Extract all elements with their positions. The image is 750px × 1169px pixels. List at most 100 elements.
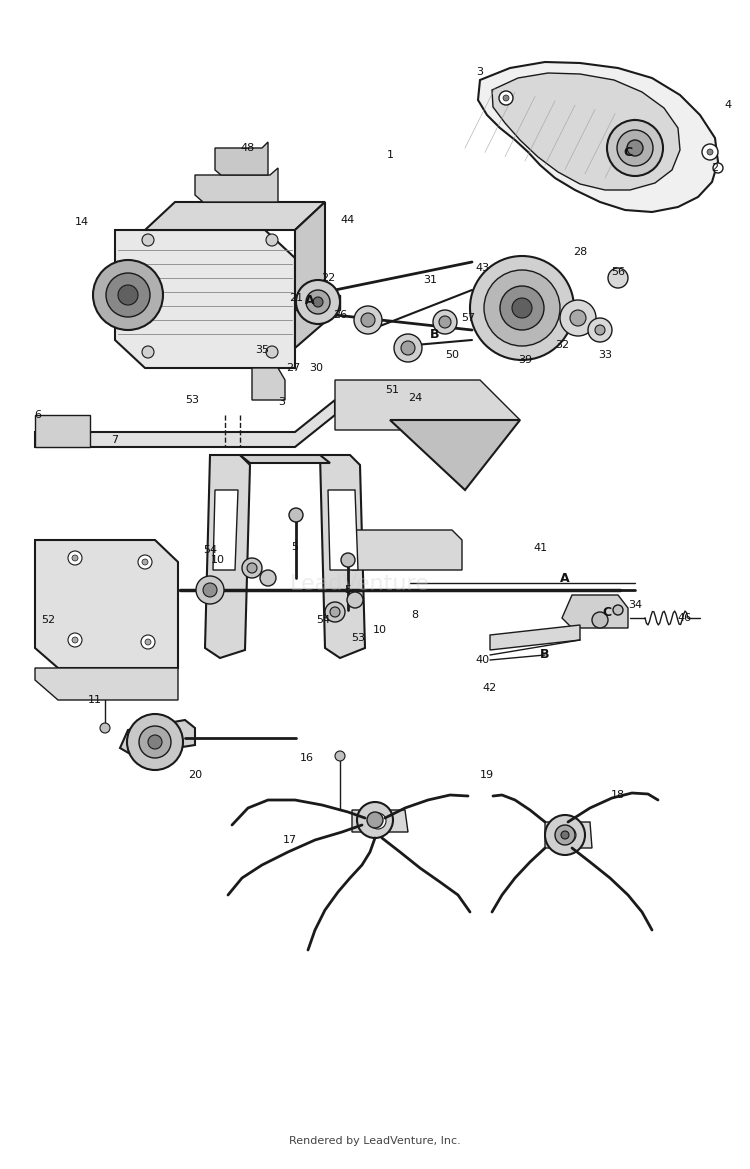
Circle shape (394, 334, 422, 362)
Text: C: C (623, 146, 632, 159)
Polygon shape (205, 455, 250, 658)
Polygon shape (35, 540, 178, 667)
Text: 6: 6 (34, 410, 41, 420)
Polygon shape (213, 490, 238, 570)
Circle shape (401, 341, 415, 355)
Text: 39: 39 (518, 355, 532, 365)
Polygon shape (490, 625, 580, 650)
Circle shape (499, 91, 513, 105)
Circle shape (335, 750, 345, 761)
Polygon shape (562, 595, 628, 628)
Text: B: B (430, 328, 439, 341)
Circle shape (72, 637, 78, 643)
Circle shape (138, 555, 152, 569)
Text: 57: 57 (461, 313, 475, 323)
Text: 10: 10 (211, 555, 225, 565)
Circle shape (142, 559, 148, 565)
Circle shape (242, 558, 262, 577)
Circle shape (702, 144, 718, 160)
Polygon shape (390, 420, 520, 490)
Circle shape (141, 635, 155, 649)
Text: 16: 16 (300, 753, 314, 763)
Circle shape (370, 812, 386, 829)
Circle shape (617, 130, 653, 166)
Text: 8: 8 (412, 610, 419, 620)
Polygon shape (215, 141, 268, 175)
Circle shape (145, 639, 151, 645)
Text: 56: 56 (611, 267, 625, 277)
Text: 3: 3 (476, 67, 484, 77)
Polygon shape (335, 380, 520, 430)
Circle shape (296, 281, 340, 324)
Circle shape (341, 553, 355, 567)
Text: 28: 28 (573, 247, 587, 257)
Text: A: A (305, 293, 315, 306)
Circle shape (72, 555, 78, 561)
Circle shape (139, 726, 171, 758)
Text: 40: 40 (475, 655, 489, 665)
Circle shape (361, 313, 375, 327)
Polygon shape (35, 415, 90, 447)
Circle shape (260, 570, 276, 586)
Text: 17: 17 (283, 835, 297, 845)
Circle shape (266, 234, 278, 245)
Text: 24: 24 (408, 393, 422, 403)
Text: LeadVenture: LeadVenture (290, 574, 430, 595)
Text: 30: 30 (309, 364, 323, 373)
Circle shape (313, 297, 323, 307)
Polygon shape (352, 530, 462, 570)
Circle shape (560, 826, 576, 843)
Circle shape (627, 140, 643, 155)
Polygon shape (492, 72, 680, 191)
Polygon shape (240, 455, 330, 463)
Polygon shape (320, 455, 365, 658)
Circle shape (713, 162, 723, 173)
Polygon shape (35, 400, 335, 447)
Text: 54: 54 (316, 615, 330, 625)
Text: 14: 14 (75, 217, 89, 227)
Polygon shape (295, 295, 340, 310)
Circle shape (68, 632, 82, 646)
Circle shape (247, 563, 257, 573)
Circle shape (118, 285, 138, 305)
Circle shape (484, 270, 560, 346)
Circle shape (560, 300, 596, 336)
Circle shape (330, 607, 340, 617)
Text: 33: 33 (598, 350, 612, 360)
Text: 7: 7 (112, 435, 118, 445)
Circle shape (196, 576, 224, 604)
Text: 26: 26 (333, 310, 347, 320)
Circle shape (306, 290, 330, 314)
Text: C: C (602, 606, 611, 618)
Text: 42: 42 (483, 683, 497, 693)
Polygon shape (35, 667, 178, 700)
Text: 50: 50 (445, 350, 459, 360)
Circle shape (545, 815, 585, 855)
Circle shape (707, 148, 713, 155)
Text: 27: 27 (286, 364, 300, 373)
Circle shape (588, 318, 612, 343)
Circle shape (347, 592, 363, 608)
Text: A: A (560, 572, 570, 584)
Circle shape (357, 802, 393, 838)
Text: 19: 19 (480, 770, 494, 780)
Polygon shape (115, 230, 295, 368)
Circle shape (607, 120, 663, 177)
Text: 53: 53 (351, 632, 365, 643)
Text: 11: 11 (88, 696, 102, 705)
Circle shape (354, 306, 382, 334)
Polygon shape (195, 168, 278, 202)
Text: 46: 46 (678, 613, 692, 623)
Circle shape (500, 286, 544, 330)
Circle shape (570, 310, 586, 326)
Polygon shape (295, 202, 325, 348)
Circle shape (470, 256, 574, 360)
Text: 35: 35 (255, 345, 269, 355)
Circle shape (148, 735, 162, 749)
Circle shape (203, 583, 217, 597)
Circle shape (595, 325, 605, 336)
Circle shape (93, 260, 163, 330)
Text: 21: 21 (289, 293, 303, 303)
Text: 48: 48 (241, 143, 255, 153)
Polygon shape (328, 490, 358, 570)
